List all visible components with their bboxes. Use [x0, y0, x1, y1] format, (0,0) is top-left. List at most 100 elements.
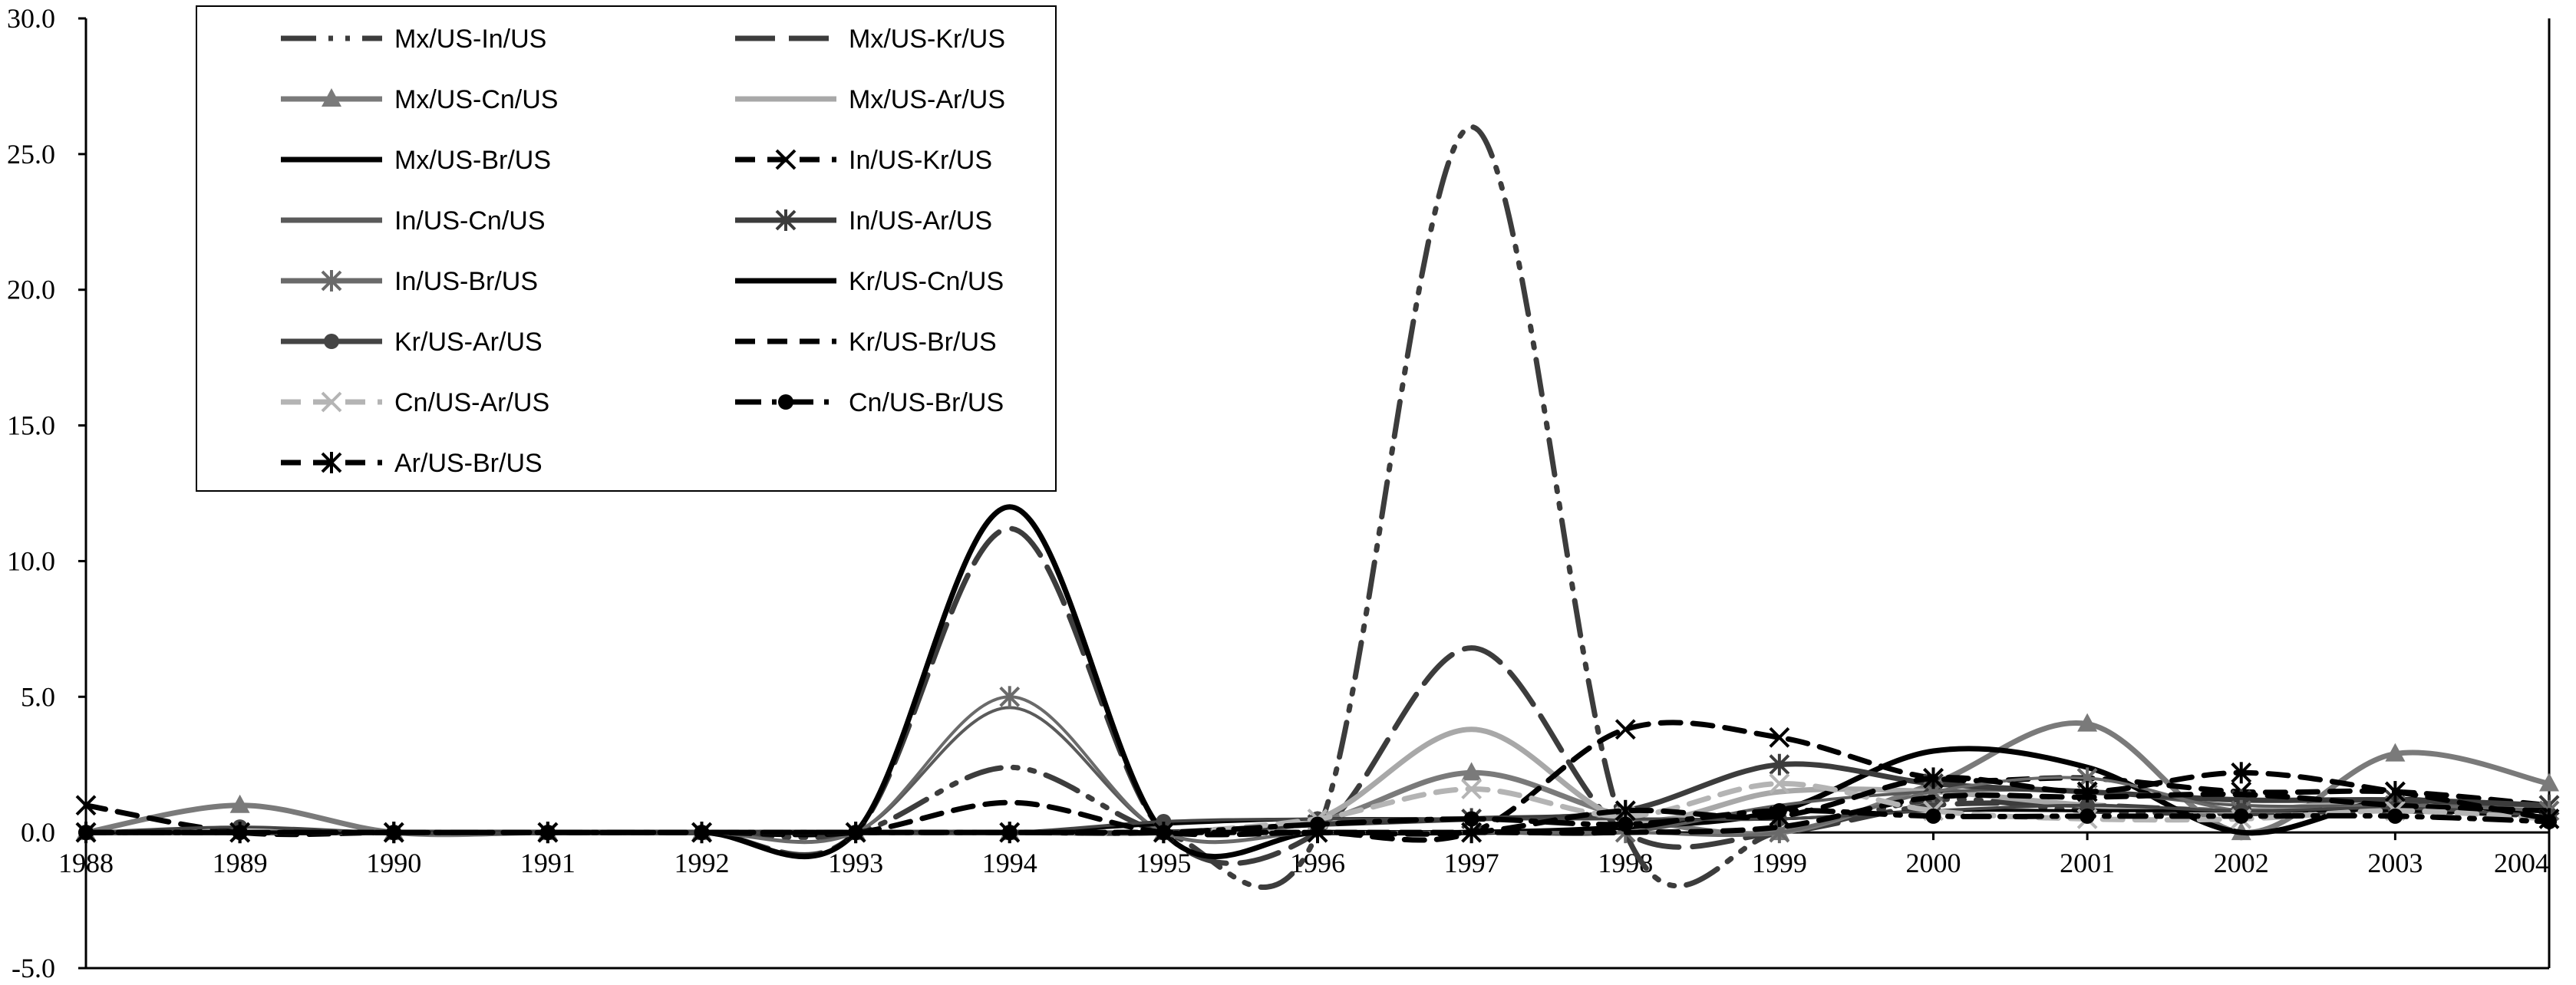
series-point-stroke — [75, 795, 97, 816]
legend-item: In/US-Kr/US — [735, 146, 992, 175]
legend-label: Ar/US-Br/US — [394, 449, 543, 478]
x-tick-label: 1997 — [1444, 848, 1499, 878]
series-point — [1615, 719, 1636, 740]
legend-label: Mx/US-Ar/US — [849, 85, 1005, 114]
series-point-stroke — [1769, 726, 1790, 748]
series-point — [1769, 805, 1790, 827]
legend-label: Mx/US-Cn/US — [394, 85, 558, 114]
legend-label: Cn/US-Br/US — [849, 388, 1004, 417]
series-15 — [75, 762, 2560, 844]
series-point — [1618, 816, 1634, 832]
series-point — [383, 822, 404, 844]
series-point — [1615, 799, 1636, 822]
legend-item: Mx/US-Cn/US — [281, 85, 558, 114]
legend-label: In/US-Ar/US — [849, 206, 992, 236]
y-tick-label: 0.0 — [21, 817, 55, 848]
legend-item: Cn/US-Br/US — [735, 388, 1004, 417]
series-line — [83, 808, 2552, 836]
series-point — [999, 686, 1021, 708]
series-point — [1923, 767, 1944, 789]
series-point — [1461, 822, 1483, 844]
x-tick-label: 1999 — [1752, 848, 1807, 878]
series-point — [229, 822, 251, 844]
y-tick-label: 30.0 — [7, 3, 55, 34]
series-point — [537, 822, 559, 844]
y-tick-label: 20.0 — [7, 275, 55, 305]
series-point — [229, 794, 250, 813]
series-point — [1769, 726, 1790, 748]
legend-marker — [324, 334, 339, 349]
legend-item: In/US-Ar/US — [735, 206, 992, 236]
series-point — [1769, 773, 1790, 794]
legend-label: Kr/US-Br/US — [849, 328, 997, 357]
x-tick-label: 1989 — [213, 848, 268, 878]
legend-label: Mx/US-Kr/US — [849, 25, 1005, 54]
series-point — [75, 795, 97, 816]
legend-label: In/US-Br/US — [394, 267, 538, 296]
legend-marker — [775, 209, 797, 231]
x-tick-label: 2001 — [2060, 848, 2115, 878]
series-point — [999, 822, 1021, 844]
legend-item: Cn/US-Ar/US — [281, 388, 549, 417]
series-point — [2385, 743, 2406, 762]
series-point-stroke — [1615, 719, 1636, 740]
legend-item: Ar/US-Br/US — [281, 449, 543, 478]
series-point — [2077, 713, 2098, 732]
series-point — [2076, 781, 2098, 803]
legend-label: In/US-Cn/US — [394, 206, 546, 236]
legend-label: Kr/US-Ar/US — [394, 328, 543, 357]
series-point — [1307, 822, 1328, 844]
legend-marker-stroke — [775, 149, 797, 170]
x-tick-label: 1994 — [982, 848, 1037, 878]
legend-marker — [778, 394, 793, 410]
legend-box — [196, 5, 1057, 492]
legend-item: Mx/US-Ar/US — [735, 85, 1005, 114]
x-tick-label: 1991 — [520, 848, 576, 878]
legend-marker — [322, 88, 341, 107]
legend-item: Mx/US-In/US — [281, 25, 546, 54]
legend-item: Kr/US-Cn/US — [735, 267, 1004, 296]
series-point — [2384, 781, 2406, 803]
legend-marker — [321, 452, 342, 473]
series-point — [691, 822, 712, 844]
legend-marker — [775, 149, 797, 170]
series-point — [1769, 753, 1790, 776]
series-point — [1463, 811, 1479, 827]
legend-label: In/US-Kr/US — [849, 146, 992, 175]
y-tick-label: 5.0 — [21, 681, 55, 712]
legend-item: Kr/US-Br/US — [735, 328, 997, 357]
x-tick-label: 1990 — [366, 848, 421, 878]
series-point — [2080, 797, 2096, 813]
series-layer — [75, 124, 2560, 890]
y-tick-label: -5.0 — [12, 953, 55, 983]
series-point — [75, 822, 97, 844]
legend: Mx/US-In/US Mx/US-Kr/US Mx/US-Cn/US Mx/US-A… — [196, 5, 1057, 492]
x-tick-label: 1995 — [1136, 848, 1191, 878]
legend-item: In/US-Cn/US — [281, 206, 546, 236]
x-tick-label: 2002 — [2214, 848, 2269, 878]
legend-label: Cn/US-Ar/US — [394, 388, 549, 417]
series-point-stroke — [1769, 773, 1790, 794]
series-point-stroke — [1461, 779, 1483, 799]
legend-item: Kr/US-Ar/US — [281, 328, 543, 357]
series-point — [2539, 773, 2559, 792]
series-point — [1156, 813, 1172, 829]
x-tick-label: 1988 — [58, 848, 114, 878]
x-tick-label: 2004 — [2494, 848, 2549, 878]
legend-label: Mx/US-In/US — [394, 25, 546, 54]
x-tick-label: 2000 — [1906, 848, 1961, 878]
series-point — [1925, 808, 1941, 824]
y-tick-label: 25.0 — [7, 139, 55, 170]
legend-item: In/US-Br/US — [281, 267, 538, 296]
legend-marker — [321, 391, 342, 413]
legend-label: Kr/US-Cn/US — [849, 267, 1004, 296]
series-point — [845, 822, 866, 844]
x-tick-label: 1993 — [828, 848, 883, 878]
legend-item: Mx/US-Kr/US — [735, 25, 1005, 54]
axes: -5.0 0.0 5.0 10.0 15.0 20.0 25.0 30.0 1988 1989 19… — [7, 3, 2551, 983]
series-point — [2231, 762, 2252, 784]
x-tick-label: 2003 — [2367, 848, 2423, 878]
series-point — [2387, 808, 2403, 824]
legend-marker-stroke — [321, 391, 342, 413]
